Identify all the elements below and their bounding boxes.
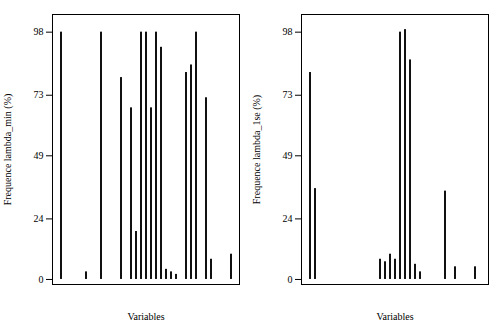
svg-text:Variables: Variables: [127, 311, 164, 322]
svg-text:49: 49: [34, 150, 44, 161]
svg-text:0: 0: [288, 274, 293, 285]
svg-text:73: 73: [283, 89, 293, 100]
svg-text:Frequence lambda_1se (%): Frequence lambda_1se (%): [251, 95, 263, 204]
svg-text:98: 98: [283, 26, 293, 37]
svg-text:24: 24: [34, 213, 44, 224]
svg-text:0: 0: [39, 274, 44, 285]
svg-text:49: 49: [283, 150, 293, 161]
svg-text:73: 73: [34, 89, 44, 100]
svg-text:Variables: Variables: [376, 311, 413, 322]
svg-text:98: 98: [34, 26, 44, 37]
svg-text:24: 24: [283, 213, 293, 224]
svg-text:Frequence lambda_min (%): Frequence lambda_min (%): [2, 94, 14, 206]
